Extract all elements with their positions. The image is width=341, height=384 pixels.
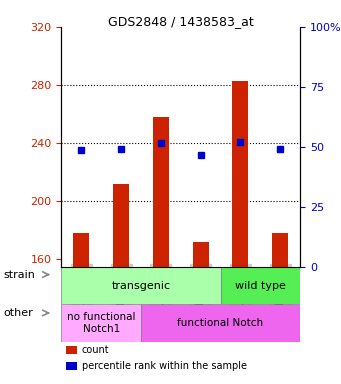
Text: wild type: wild type	[235, 281, 286, 291]
Text: other: other	[3, 308, 33, 318]
Bar	[73, 233, 89, 267]
Text: GDS2848 / 1438583_at: GDS2848 / 1438583_at	[108, 15, 254, 28]
Bar	[66, 346, 77, 354]
Text: strain: strain	[3, 270, 35, 280]
Bar	[61, 305, 141, 342]
Text: no functional
Notch1: no functional Notch1	[67, 313, 135, 334]
Text: transgenic: transgenic	[112, 281, 170, 291]
Bar	[141, 305, 300, 342]
Text: functional Notch: functional Notch	[177, 318, 264, 328]
Bar	[153, 117, 169, 267]
Bar	[233, 81, 248, 267]
Bar	[61, 267, 221, 305]
Bar	[221, 267, 300, 305]
Bar	[272, 233, 288, 267]
Bar	[193, 242, 209, 267]
Text: count: count	[82, 345, 109, 355]
Bar	[113, 184, 129, 267]
Bar	[66, 362, 77, 370]
Text: percentile rank within the sample: percentile rank within the sample	[82, 361, 247, 371]
